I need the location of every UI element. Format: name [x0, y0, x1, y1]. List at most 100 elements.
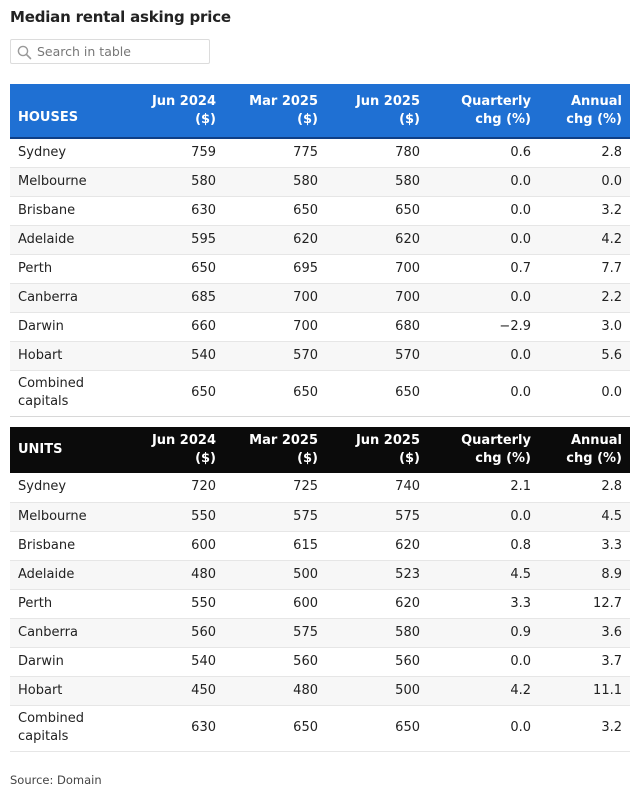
value-cell: 3.2: [531, 196, 630, 226]
search-box[interactable]: [10, 39, 210, 64]
value-cell: 523: [318, 560, 420, 590]
value-cell: 540: [114, 341, 216, 371]
table-row: Melbourne 580 580 580 0.0 0.0: [10, 167, 630, 197]
column-header-line2: ($): [399, 451, 420, 466]
value-cell: 0.0: [420, 283, 531, 313]
value-cell: 600: [114, 531, 216, 561]
value-cell: 650: [114, 370, 216, 417]
column-header-mar-2025[interactable]: Mar 2025 ($): [216, 427, 318, 473]
column-header-line1: Jun 2025: [355, 433, 420, 448]
column-header-jun-2024[interactable]: Jun 2024 ($): [114, 84, 216, 139]
column-header-annual-chg[interactable]: Annual chg (%): [531, 84, 630, 139]
column-header-line1: Jun 2024: [151, 433, 216, 448]
column-header-quarterly-chg[interactable]: Quarterly chg (%): [420, 427, 531, 473]
table-row: Hobart 450 480 500 4.2 11.1: [10, 676, 630, 706]
column-header-annual-chg[interactable]: Annual chg (%): [531, 427, 630, 473]
value-cell: 0.0: [420, 225, 531, 255]
city-cell: Perth: [10, 254, 114, 284]
value-cell: 2.1: [420, 473, 531, 503]
column-header-jun-2025[interactable]: Jun 2025 ($): [318, 84, 420, 139]
value-cell: 700: [318, 283, 420, 313]
city-cell: Melbourne: [10, 502, 114, 532]
value-cell: 650: [318, 705, 420, 752]
value-cell: 620: [318, 589, 420, 619]
value-cell: 0.0: [420, 167, 531, 197]
value-cell: 0.0: [531, 370, 630, 417]
value-cell: 0.9: [420, 618, 531, 648]
search-input[interactable]: [37, 42, 205, 61]
value-cell: 630: [114, 196, 216, 226]
column-header-line2: chg (%): [566, 451, 622, 466]
units-table: UNITS Jun 2024 ($) Mar 2025 ($) Jun 2025 ($…: [10, 427, 630, 752]
column-header-line1: Mar 2025: [249, 93, 318, 109]
city-label-line1: Combined: [18, 711, 85, 726]
value-cell: 0.0: [420, 705, 531, 752]
city-cell: Combined capitals: [10, 705, 114, 752]
column-header-jun-2025[interactable]: Jun 2025 ($): [318, 427, 420, 473]
value-cell: 725: [216, 473, 318, 503]
value-cell: 560: [114, 618, 216, 648]
table-row: Canberra 685 700 700 0.0 2.2: [10, 283, 630, 313]
value-cell: 680: [318, 312, 420, 342]
value-cell: 580: [318, 618, 420, 648]
value-cell: 3.2: [531, 705, 630, 752]
column-header-jun-2024[interactable]: Jun 2024 ($): [114, 427, 216, 473]
value-cell: 650: [318, 196, 420, 226]
city-cell: Perth: [10, 589, 114, 619]
value-cell: 620: [318, 225, 420, 255]
value-cell: 7.7: [531, 254, 630, 284]
column-header-line2: ($): [195, 451, 216, 466]
table-row: Brisbane 630 650 650 0.0 3.2: [10, 196, 630, 226]
value-cell: 0.0: [420, 196, 531, 226]
value-cell: 630: [114, 705, 216, 752]
value-cell: 2.2: [531, 283, 630, 313]
value-cell: 3.3: [531, 531, 630, 561]
value-cell: 660: [114, 312, 216, 342]
column-header-line1: Jun 2024: [151, 93, 216, 109]
column-header-line2: ($): [297, 451, 318, 466]
value-cell: 2.8: [531, 138, 630, 168]
value-cell: 3.6: [531, 618, 630, 648]
value-cell: 550: [114, 502, 216, 532]
houses-table: HOUSES Jun 2024 ($) Mar 2025 ($) Jun 2025 (…: [10, 84, 630, 417]
value-cell: 540: [114, 647, 216, 677]
table-row: Melbourne 550 575 575 0.0 4.5: [10, 502, 630, 532]
value-cell: 550: [114, 589, 216, 619]
value-cell: 595: [114, 225, 216, 255]
units-section-label: UNITS: [10, 427, 114, 473]
value-cell: 4.5: [420, 560, 531, 590]
value-cell: 650: [216, 705, 318, 752]
value-cell: 580: [318, 167, 420, 197]
table-row: Darwin 660 700 680 −2.9 3.0: [10, 312, 630, 342]
value-cell: 3.3: [420, 589, 531, 619]
table-row: Combined capitals 650 650 650 0.0 0.0: [10, 370, 630, 417]
value-cell: 740: [318, 473, 420, 503]
value-cell: 4.2: [420, 676, 531, 706]
value-cell: 650: [114, 254, 216, 284]
city-cell: Melbourne: [10, 167, 114, 197]
chart-title: Median rental asking price: [10, 8, 231, 26]
value-cell: 570: [318, 341, 420, 371]
value-cell: 500: [216, 560, 318, 590]
column-header-mar-2025[interactable]: Mar 2025 ($): [216, 84, 318, 139]
column-header-line2: chg (%): [566, 111, 622, 127]
value-cell: 480: [114, 560, 216, 590]
value-cell: 2.8: [531, 473, 630, 503]
value-cell: 0.7: [420, 254, 531, 284]
value-cell: 0.0: [420, 370, 531, 417]
table-row: Adelaide 480 500 523 4.5 8.9: [10, 560, 630, 590]
value-cell: 12.7: [531, 589, 630, 619]
column-header-quarterly-chg[interactable]: Quarterly chg (%): [420, 84, 531, 139]
table-row: Combined capitals 630 650 650 0.0 3.2: [10, 705, 630, 752]
value-cell: 700: [216, 312, 318, 342]
value-cell: 560: [216, 647, 318, 677]
value-cell: 8.9: [531, 560, 630, 590]
value-cell: 695: [216, 254, 318, 284]
value-cell: 620: [318, 531, 420, 561]
source-note: Source: Domain: [10, 773, 102, 787]
table-row: Adelaide 595 620 620 0.0 4.2: [10, 225, 630, 255]
city-cell: Canberra: [10, 283, 114, 313]
column-header-line2: chg (%): [475, 451, 531, 466]
value-cell: 700: [318, 254, 420, 284]
value-cell: 0.0: [420, 341, 531, 371]
